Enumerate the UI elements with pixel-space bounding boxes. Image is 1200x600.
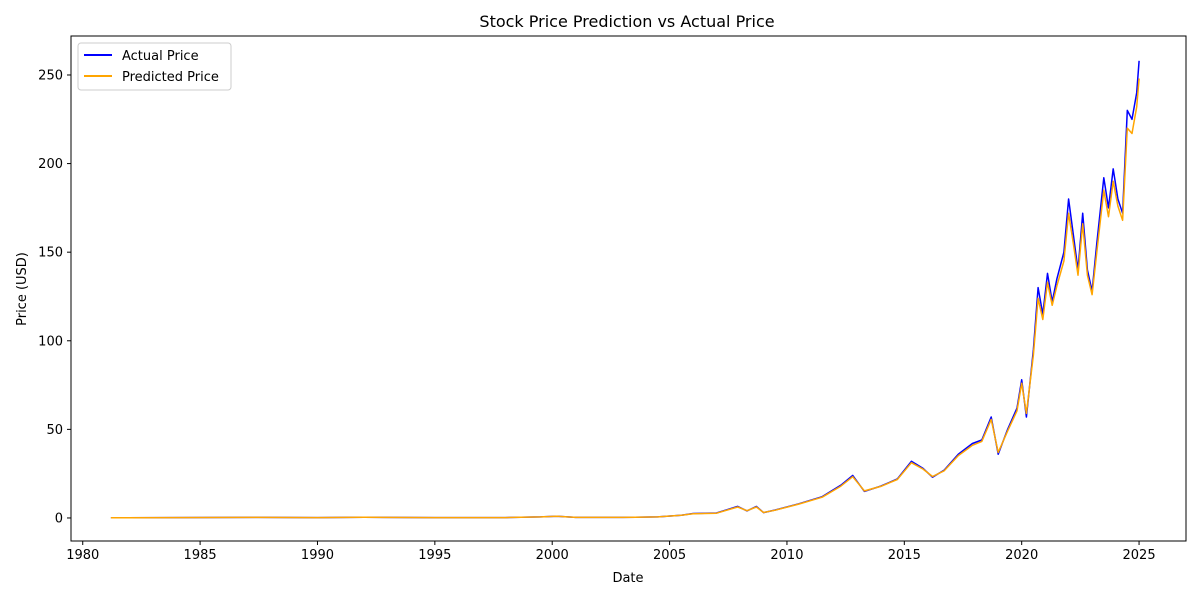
x-tick-label: 1990 [301,548,334,563]
x-tick-label: 2000 [536,548,569,563]
x-tick-label: 1995 [418,548,451,563]
series-line-predicted [110,78,1140,519]
y-tick-label: 0 [55,511,63,526]
x-tick-label: 2005 [653,548,686,563]
x-tick-label: 2015 [888,548,921,563]
y-tick-label: 250 [38,68,63,83]
legend-label-actual: Actual Price [122,49,199,64]
x-axis-label: Date [612,571,643,586]
x-axis: 1980 1985 1990 1995 2000 2005 2010 2015 2020 2025 [66,541,1156,563]
x-tick-label: 2010 [770,548,803,563]
y-tick-label: 150 [38,246,63,261]
y-tick-label: 200 [38,157,63,172]
x-tick-label: 2020 [1005,548,1038,563]
series-line-actual [110,60,1140,519]
series-layer [110,60,1140,519]
x-tick-label: 1985 [184,548,217,563]
chart-title: Stock Price Prediction vs Actual Price [479,12,774,31]
y-tick-label: 100 [38,334,63,349]
x-tick-label: 1980 [66,548,99,563]
plot-frame [70,35,1187,542]
y-axis: 0 50 100 150 200 250 [38,68,71,526]
legend-box [77,42,232,91]
y-tick-label: 50 [46,423,63,438]
y-axis-label: Price (USD) [15,252,30,326]
legend: Actual Price Predicted Price [77,42,232,91]
legend-label-predicted: Predicted Price [122,70,219,85]
x-tick-label: 2025 [1123,548,1156,563]
